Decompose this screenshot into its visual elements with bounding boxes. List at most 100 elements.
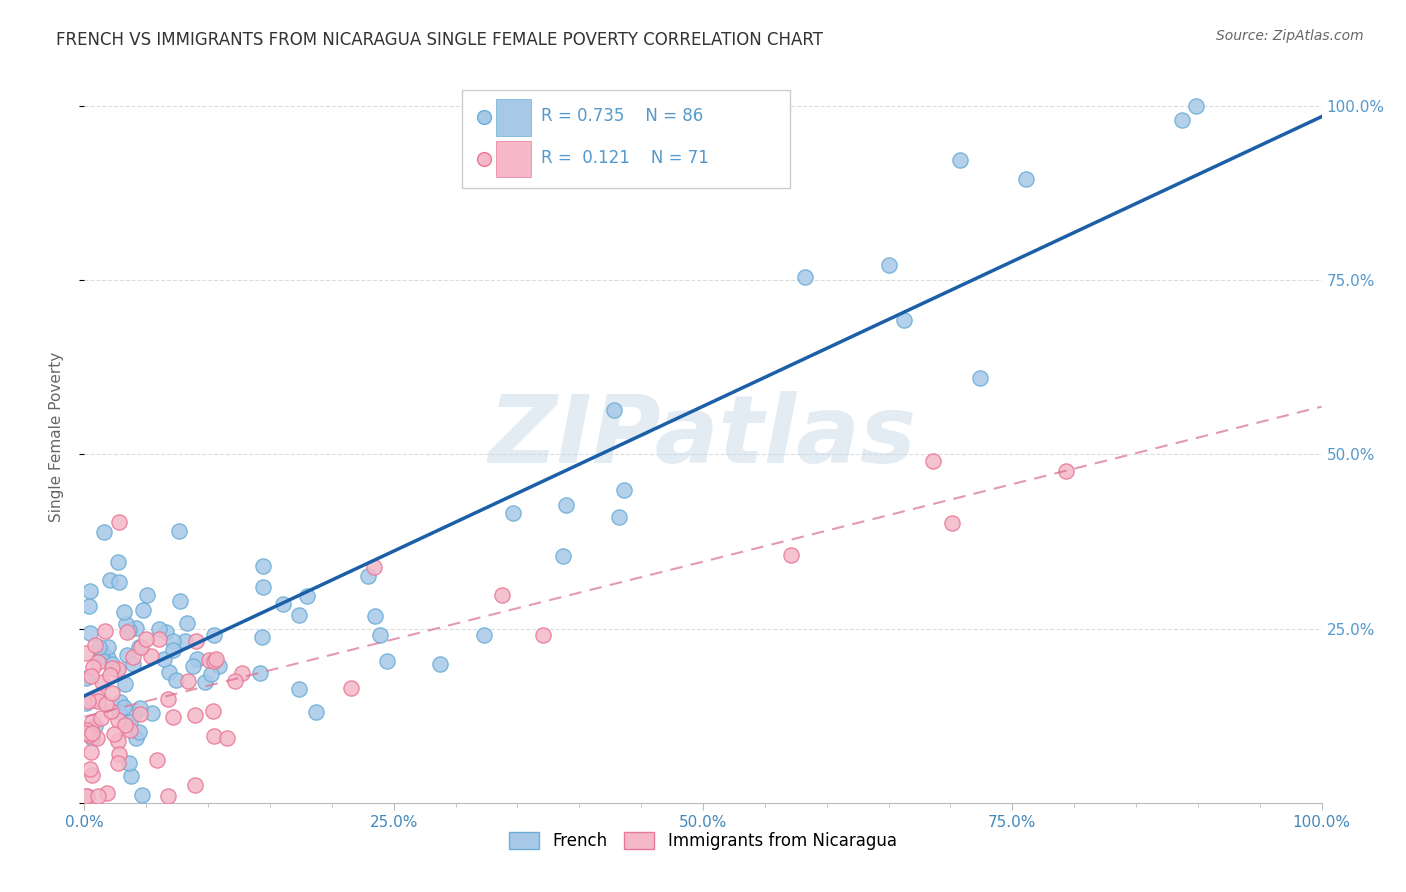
Point: [141, 706, 163, 720]
Point: [186, 652, 208, 666]
Point: [305, 706, 328, 720]
Point: [181, 659, 204, 673]
Point: [121, 657, 143, 672]
Point: [89, 640, 111, 654]
Point: [162, 643, 184, 657]
Point: [877, 258, 900, 272]
Point: [107, 756, 129, 771]
Point: [555, 498, 578, 512]
Point: [101, 657, 124, 671]
Point: [118, 714, 141, 729]
Point: [94, 624, 117, 638]
Point: [94, 697, 117, 711]
Point: [368, 628, 391, 642]
Point: [97, 640, 120, 655]
Bar: [496, 141, 531, 178]
Point: [75, 789, 97, 803]
Point: [77, 694, 100, 708]
Point: [107, 733, 129, 747]
Point: [202, 654, 225, 668]
Point: [100, 686, 122, 700]
Point: [114, 617, 136, 632]
Point: [132, 602, 155, 616]
Point: [295, 589, 318, 603]
Point: [356, 569, 378, 583]
Point: [156, 789, 179, 803]
Point: [75, 646, 97, 660]
Point: [252, 630, 274, 644]
Point: [224, 673, 246, 688]
Point: [1171, 113, 1194, 128]
Point: [80, 669, 103, 683]
Point: [90, 711, 112, 725]
Point: [75, 696, 97, 710]
FancyBboxPatch shape: [461, 90, 790, 188]
Point: [125, 731, 148, 745]
Point: [80, 731, 103, 745]
Point: [87, 694, 110, 708]
Point: [340, 681, 363, 696]
Point: [162, 634, 184, 648]
Point: [120, 769, 142, 783]
Point: [153, 651, 176, 665]
Point: [288, 681, 311, 696]
Point: [157, 665, 180, 679]
Point: [79, 745, 101, 759]
Point: [922, 454, 945, 468]
Point: [551, 549, 574, 563]
Point: [108, 695, 131, 709]
Point: [118, 623, 141, 637]
Point: [177, 673, 200, 688]
Text: ZIPatlas: ZIPatlas: [489, 391, 917, 483]
Point: [1054, 464, 1077, 478]
Point: [194, 674, 217, 689]
Y-axis label: Single Female Poverty: Single Female Poverty: [49, 352, 63, 522]
Point: [115, 624, 138, 639]
Point: [91, 644, 114, 658]
Point: [148, 632, 170, 646]
Point: [128, 640, 150, 654]
Legend: French, Immigrants from Nicaragua: French, Immigrants from Nicaragua: [502, 825, 904, 856]
Point: [173, 634, 195, 648]
Text: FRENCH VS IMMIGRANTS FROM NICARAGUA SINGLE FEMALE POVERTY CORRELATION CHART: FRENCH VS IMMIGRANTS FROM NICARAGUA SING…: [56, 31, 824, 49]
Point: [780, 548, 803, 562]
Point: [502, 506, 524, 520]
Point: [429, 657, 451, 672]
Point: [184, 634, 207, 648]
Point: [893, 312, 915, 326]
Point: [375, 654, 398, 668]
Point: [1015, 172, 1038, 186]
Point: [136, 588, 159, 602]
Point: [364, 609, 387, 624]
Point: [531, 628, 554, 642]
Point: [202, 704, 225, 718]
Point: [252, 580, 274, 594]
Point: [176, 615, 198, 630]
Point: [202, 628, 225, 642]
Point: [131, 788, 153, 802]
Bar: [496, 99, 531, 136]
Point: [75, 726, 97, 740]
Point: [101, 661, 124, 675]
Text: Source: ZipAtlas.com: Source: ZipAtlas.com: [1216, 29, 1364, 43]
Point: [204, 652, 226, 666]
Point: [202, 729, 225, 743]
Point: [76, 723, 98, 738]
Point: [288, 607, 311, 622]
Point: [97, 651, 120, 665]
Point: [472, 183, 495, 197]
Point: [148, 622, 170, 636]
Point: [131, 640, 153, 654]
Point: [184, 708, 207, 723]
Point: [607, 510, 630, 524]
Point: [271, 597, 294, 611]
Point: [98, 573, 121, 587]
Point: [491, 588, 513, 602]
Point: [125, 621, 148, 635]
Point: [86, 690, 108, 705]
Point: [139, 648, 162, 663]
Point: [79, 626, 101, 640]
Point: [79, 762, 101, 776]
Point: [231, 666, 253, 681]
Point: [941, 516, 963, 530]
